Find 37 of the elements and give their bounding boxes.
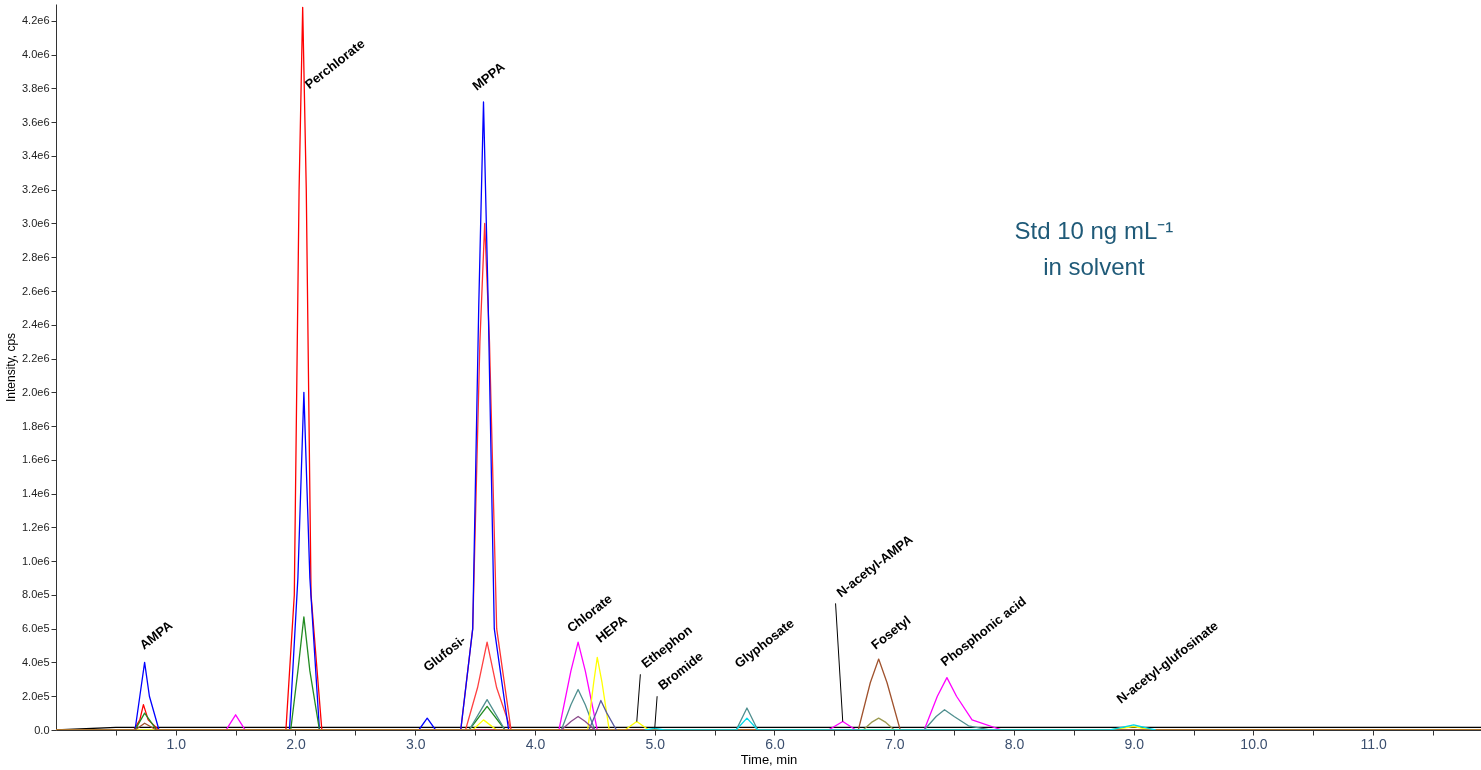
x-tick-label: 1.0 (166, 735, 187, 752)
y-tick-label: 1.6e6 (21, 453, 50, 466)
y-tick-label: 3.8e6 (21, 81, 50, 94)
x-tick-label: 5.0 (645, 735, 666, 752)
y-tick-label: 4.0e5 (21, 655, 50, 668)
annotation: Std 10 ng mL⁻¹ (1014, 217, 1174, 244)
x-tick-label: 10.0 (1240, 735, 1268, 752)
y-tick-label: 4.0e6 (21, 48, 50, 61)
y-tick-label: 2.6e6 (21, 284, 50, 297)
y-tick-label: 1.2e6 (21, 520, 50, 533)
y-tick-label: 3.4e6 (21, 149, 50, 162)
y-tick-label: 0.0 (34, 723, 50, 736)
y-tick-label: 3.0e6 (21, 216, 50, 229)
y-axis-title: Intensity, cps (3, 332, 18, 403)
x-tick-label: 8.0 (1004, 735, 1025, 752)
x-tick-label: 3.0 (406, 735, 426, 752)
y-tick-label: 3.2e6 (21, 183, 50, 196)
y-tick-label: 3.6e6 (21, 115, 50, 128)
y-tick-label: 1.8e6 (21, 419, 50, 432)
y-tick-label: 6.0e5 (21, 622, 50, 635)
y-tick-label: 2.0e5 (21, 689, 50, 702)
y-tick-label: 2.0e6 (21, 385, 50, 398)
y-tick-label: 2.2e6 (21, 352, 50, 365)
x-tick-label: 7.0 (885, 735, 905, 752)
x-tick-label: 11.0 (1360, 735, 1388, 752)
y-tick-label: 1.4e6 (21, 487, 50, 500)
x-axis-title: Time, min (740, 751, 798, 767)
x-tick-label: 9.0 (1124, 735, 1145, 752)
y-tick-label: 8.0e5 (21, 588, 50, 601)
annotation: in solvent (1043, 253, 1145, 280)
y-tick-label: 2.8e6 (21, 250, 50, 263)
x-tick-label: 2.0 (286, 735, 306, 752)
y-tick-label: 4.2e6 (21, 14, 50, 27)
x-tick-label: 6.0 (765, 735, 785, 752)
y-tick-label: 2.4e6 (21, 318, 50, 331)
y-tick-label: 1.0e6 (21, 554, 50, 567)
x-tick-label: 4.0 (525, 735, 546, 752)
